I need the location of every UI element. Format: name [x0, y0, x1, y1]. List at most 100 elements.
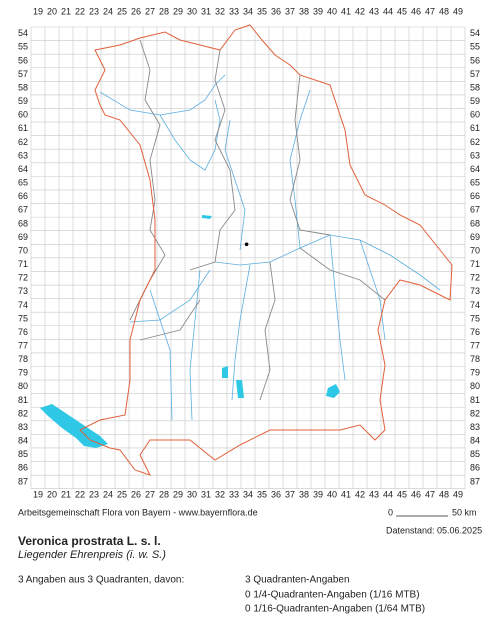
row-label: 84 [18, 436, 28, 446]
row-label: 87 [470, 476, 480, 486]
species-common: Liegender Ehrenpreis (i. w. S.) [18, 549, 166, 561]
row-label: 68 [470, 218, 480, 228]
row-label: 57 [470, 69, 480, 79]
column-label: 42 [355, 489, 365, 499]
row-label: 83 [470, 422, 480, 432]
row-label: 83 [18, 422, 28, 432]
row-label: 74 [18, 300, 28, 310]
row-label: 76 [470, 327, 480, 337]
lake [326, 384, 340, 398]
column-label: 22 [75, 489, 85, 499]
row-label: 59 [18, 96, 28, 106]
district-borders [129, 39, 386, 401]
row-label: 84 [470, 436, 480, 446]
column-label: 25 [117, 489, 127, 499]
lake [202, 215, 212, 219]
column-label: 19 [33, 489, 43, 499]
scale-start: 0 [388, 507, 393, 517]
row-label: 58 [18, 82, 28, 92]
column-label: 32 [215, 6, 225, 16]
column-label: 24 [103, 489, 113, 499]
column-label: 25 [117, 6, 127, 16]
column-label: 48 [439, 489, 449, 499]
row-label: 55 [470, 42, 480, 52]
row-label: 76 [18, 327, 28, 337]
lake [40, 404, 108, 448]
column-label: 27 [145, 6, 155, 16]
row-label: 69 [18, 232, 28, 242]
row-label: 68 [18, 218, 28, 228]
column-label: 48 [439, 6, 449, 16]
occurrences [244, 242, 249, 247]
border [139, 299, 201, 341]
column-label: 40 [327, 6, 337, 16]
grid: 19 19 20 20 21 21 22 22 23 23 24 24 25 25 26 26 27 27 28 28… [18, 6, 480, 499]
column-label: 42 [355, 6, 365, 16]
column-label: 20 [47, 489, 57, 499]
column-label: 29 [173, 489, 183, 499]
row-label: 61 [18, 123, 28, 133]
column-label: 26 [131, 6, 141, 16]
column-label: 34 [243, 489, 253, 499]
border [299, 247, 386, 301]
column-label: 30 [187, 489, 197, 499]
row-label: 61 [470, 123, 480, 133]
row-label: 66 [470, 191, 480, 201]
row-label: 56 [18, 55, 28, 65]
border [259, 261, 276, 401]
row-label: 73 [18, 286, 28, 296]
row-label: 71 [18, 259, 28, 269]
column-label: 45 [397, 6, 407, 16]
row-label: 62 [470, 137, 480, 147]
column-label: 19 [33, 6, 43, 16]
row-label: 64 [470, 164, 480, 174]
column-label: 30 [187, 6, 197, 16]
row-label: 54 [470, 28, 480, 38]
row-label: 77 [18, 341, 28, 351]
river [99, 74, 226, 116]
column-label: 40 [327, 489, 337, 499]
column-label: 35 [257, 6, 267, 16]
column-label: 43 [369, 6, 379, 16]
row-label: 70 [18, 245, 28, 255]
row-label: 78 [18, 354, 28, 364]
row-label: 79 [470, 368, 480, 378]
border [129, 39, 166, 321]
column-label: 43 [369, 489, 379, 499]
row-label: 70 [470, 245, 480, 255]
column-label: 49 [453, 489, 463, 499]
column-label: 29 [173, 6, 183, 16]
column-label: 37 [285, 489, 295, 499]
row-label: 81 [470, 395, 480, 405]
column-label: 49 [453, 6, 463, 16]
row-label: 82 [470, 408, 480, 418]
row-label: 55 [18, 42, 28, 52]
row-label: 67 [18, 205, 28, 215]
state-border [79, 24, 453, 476]
column-label: 24 [103, 6, 113, 16]
column-label: 46 [411, 489, 421, 499]
column-label: 20 [47, 6, 57, 16]
lake [236, 380, 244, 398]
column-label: 33 [229, 6, 239, 16]
column-label: 28 [159, 489, 169, 499]
column-label: 47 [425, 489, 435, 499]
column-label: 44 [383, 489, 393, 499]
row-label: 60 [18, 110, 28, 120]
column-label: 41 [341, 489, 351, 499]
column-label: 44 [383, 6, 393, 16]
lake [222, 366, 228, 378]
river [231, 264, 251, 401]
river [189, 269, 201, 421]
row-label: 81 [18, 395, 28, 405]
column-label: 46 [411, 6, 421, 16]
occurrence-dot [244, 242, 249, 247]
summary-left: 3 Angaben aus 3 Quadranten, davon: [18, 575, 184, 586]
row-label: 62 [18, 137, 28, 147]
row-label: 72 [470, 273, 480, 283]
river [329, 234, 346, 381]
rivers [99, 74, 441, 421]
row-label: 56 [470, 55, 480, 65]
row-label: 77 [470, 341, 480, 351]
row-label: 72 [18, 273, 28, 283]
